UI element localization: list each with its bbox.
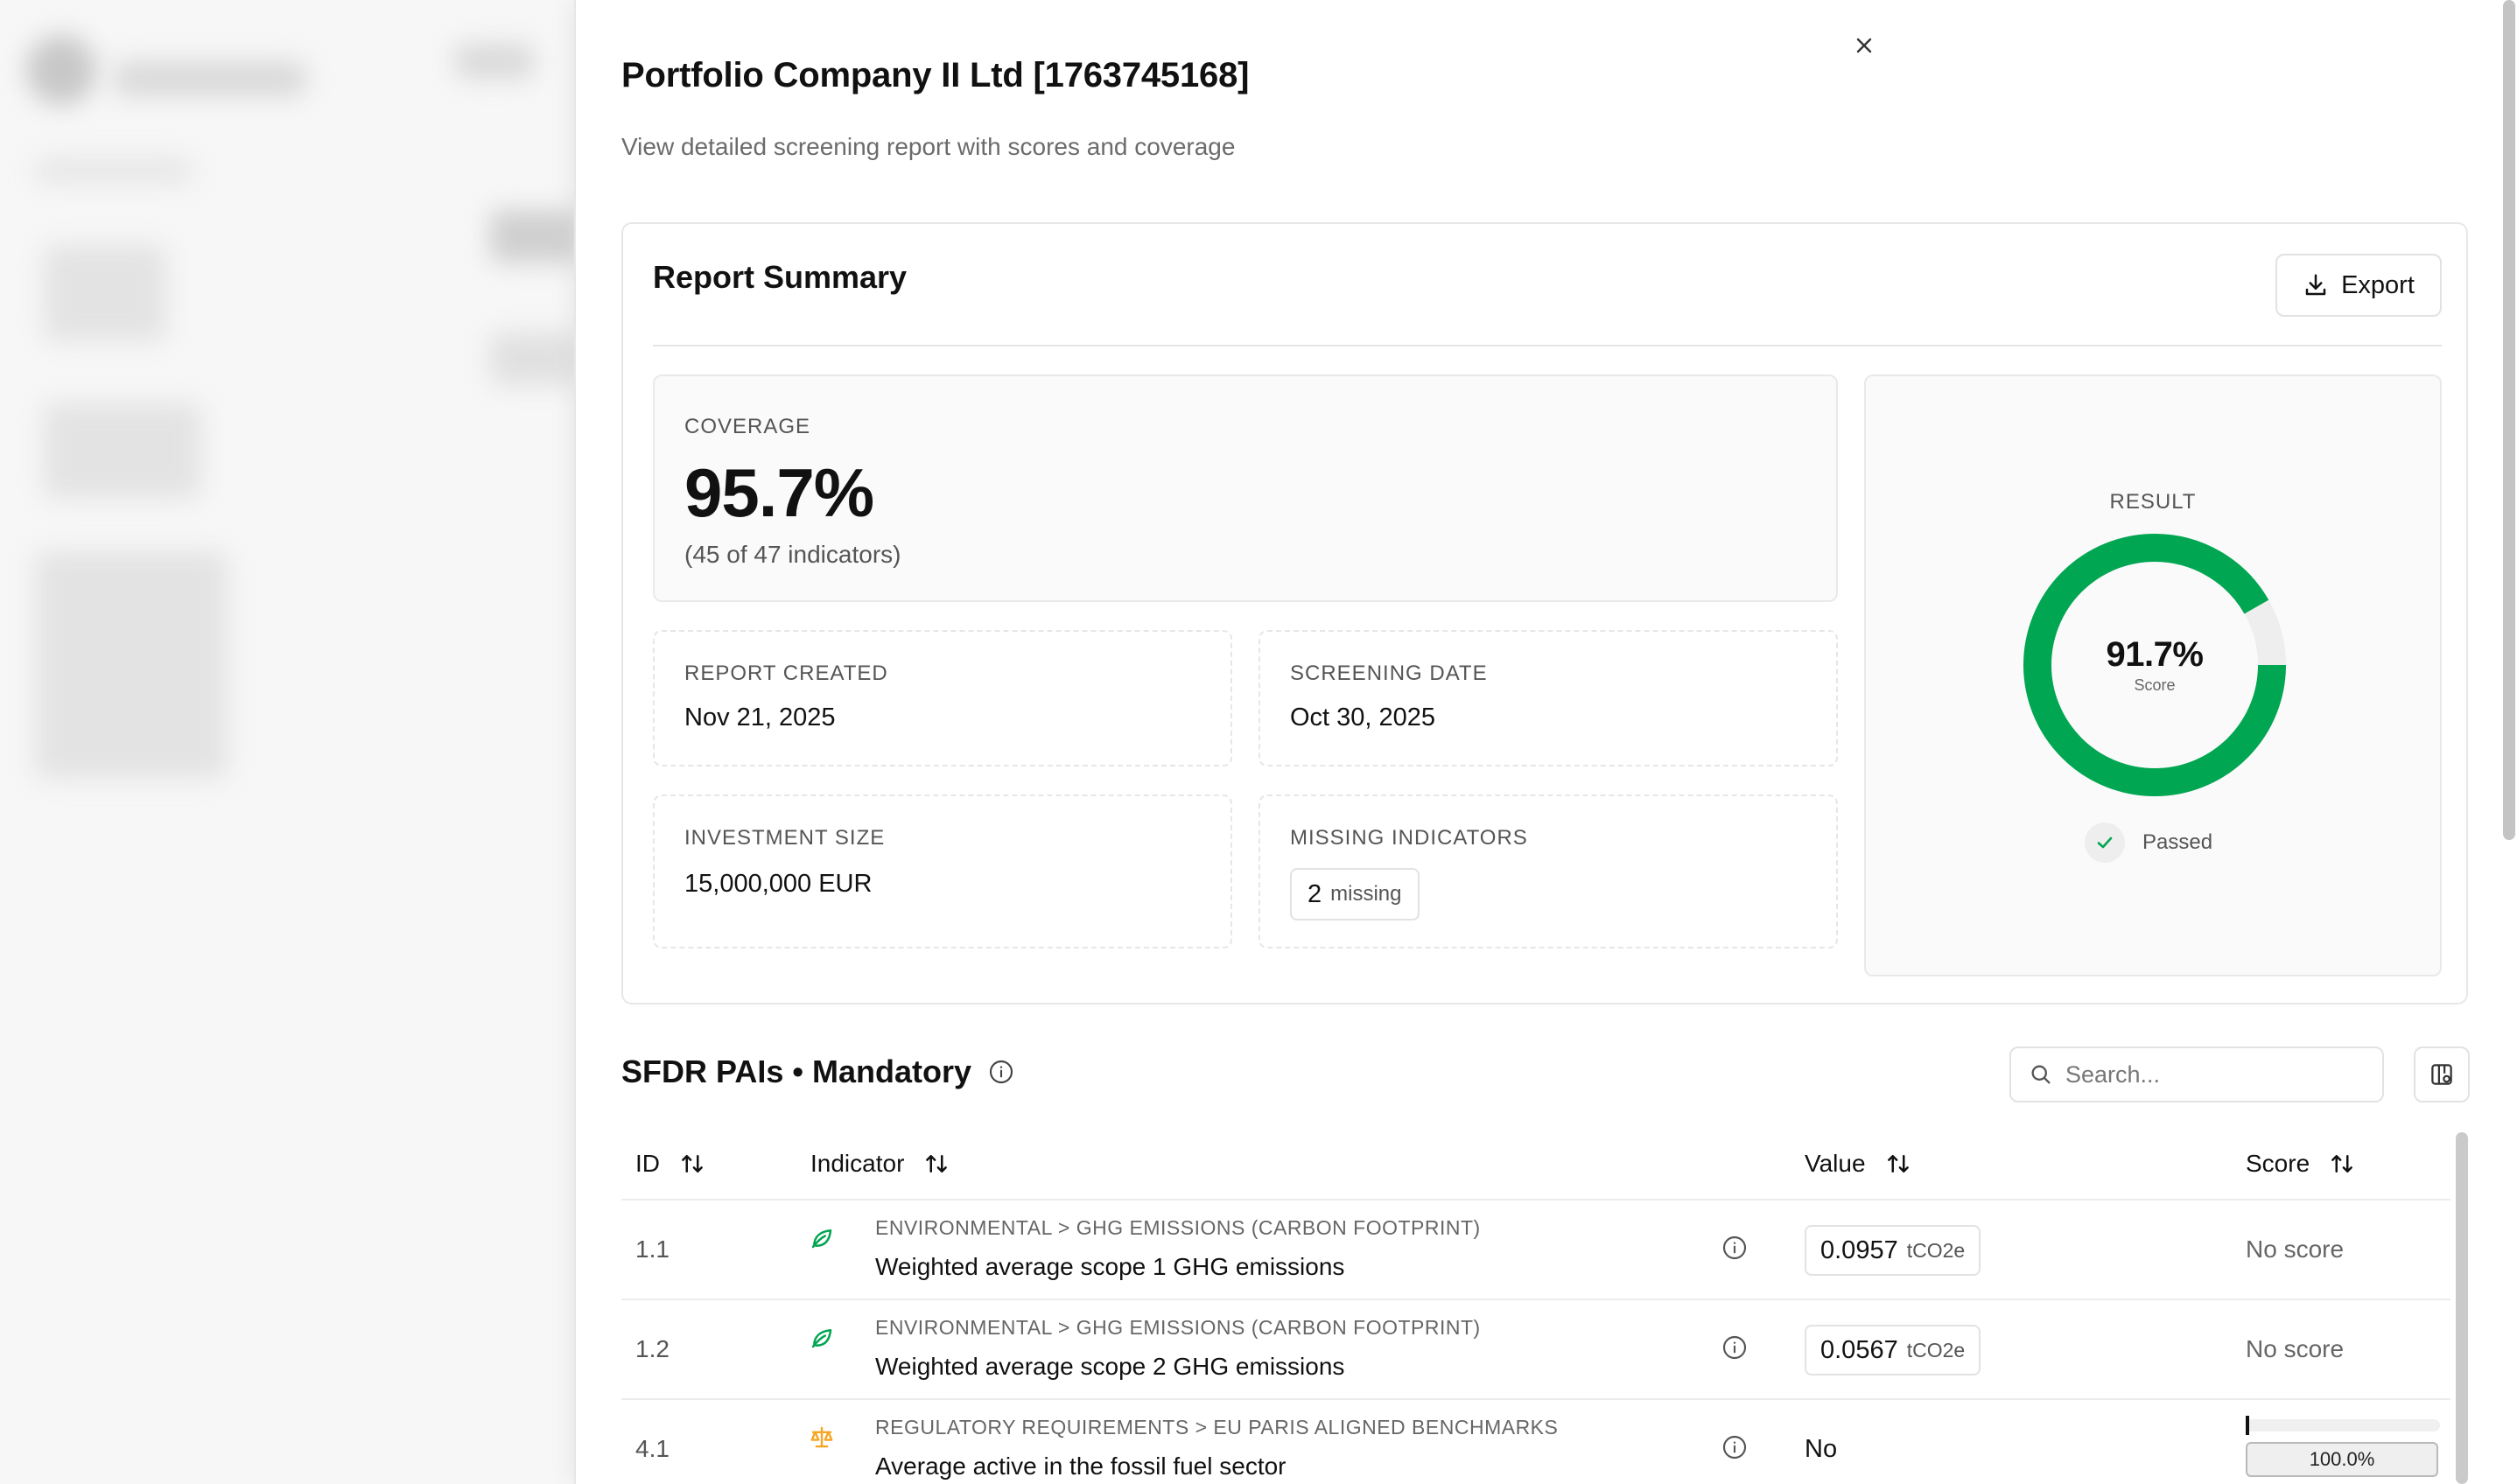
row-id: 1.2 (635, 1335, 670, 1362)
info-icon[interactable] (1721, 1234, 1749, 1266)
coverage-detail: (45 of 47 indicators) (684, 541, 901, 568)
missing-suffix: missing (1330, 882, 1402, 906)
investment-size-card: INVESTMENT SIZE 15,000,000 EUR (653, 794, 1232, 948)
missing-count: 2 (1308, 879, 1322, 908)
row-id: 4.1 (635, 1435, 670, 1462)
scale-icon (809, 1424, 835, 1455)
search-icon (2031, 1065, 2051, 1084)
table-header: ID Indicator Value Score (621, 1134, 2450, 1200)
result-card: RESULT 91.7% Score Passed (1864, 374, 2442, 976)
report-summary-title: Report Summary (653, 259, 908, 295)
score-value-badge: 100.0% (2246, 1442, 2438, 1477)
download-icon (2305, 274, 2326, 296)
donut-arc (2023, 534, 2286, 796)
background-page (0, 0, 578, 1484)
result-label: RESULT (2109, 490, 2197, 514)
screening-date-label: SCREENING DATE (1290, 662, 1488, 685)
result-status-label: Passed (2142, 830, 2213, 854)
score-donut-chart (2023, 534, 2286, 796)
row-score: No score (2246, 1335, 2345, 1362)
summary-divider (653, 345, 2442, 346)
table-scrollbar[interactable] (2456, 1132, 2468, 1484)
value-badge: 0.0567 tCO2e (1805, 1325, 1981, 1376)
row-score: 100.0% (2246, 1416, 2440, 1477)
row-category: ENVIRONMENTAL > GHG EMISSIONS (CARBON FO… (875, 1216, 1481, 1239)
column-header-indicator[interactable]: Indicator (810, 1150, 950, 1178)
row-indicator-name: Weighted average scope 2 GHG emissions (875, 1353, 1345, 1380)
column-header-id[interactable]: ID (635, 1150, 705, 1178)
investment-size-value: 15,000,000 EUR (684, 870, 873, 898)
column-header-indicator-label: Indicator (810, 1150, 905, 1177)
search-box[interactable] (2009, 1046, 2384, 1102)
drawer-scrollbar[interactable] (2503, 0, 2515, 840)
leaf-icon (809, 1325, 835, 1355)
dialog-title: Portfolio Company II Ltd [1763745168] (621, 56, 1250, 94)
value-badge: 0.0957 tCO2e (1805, 1225, 1981, 1276)
coverage-card: COVERAGE 95.7% (45 of 47 indicators) (653, 374, 1838, 602)
value-number: 0.0567 (1820, 1335, 1898, 1364)
screening-date-card: SCREENING DATE Oct 30, 2025 (1258, 630, 1838, 766)
sort-icon (2331, 1155, 2353, 1172)
row-value: 0.0567 tCO2e (1805, 1325, 1981, 1376)
value-unit: tCO2e (1906, 1338, 1966, 1362)
table-row[interactable]: 1.2 ENVIRONMENTAL > GHG EMISSIONS (CARBO… (621, 1300, 2450, 1400)
search-input[interactable] (2065, 1060, 2380, 1088)
row-score: No score (2246, 1236, 2345, 1263)
column-header-score[interactable]: Score (2246, 1150, 2355, 1178)
info-icon[interactable] (1721, 1334, 1749, 1366)
score-progress-track (2246, 1416, 2440, 1435)
missing-indicators-card: MISSING INDICATORS 2 missing (1258, 794, 1838, 948)
result-score: 91.7% (2106, 635, 2204, 674)
leaf-icon (809, 1225, 835, 1256)
result-score-caption: Score (2134, 676, 2176, 694)
result-status: Passed (2085, 822, 2212, 863)
column-header-value[interactable]: Value (1805, 1150, 1911, 1178)
donut-center: 91.7% Score (2022, 532, 2288, 798)
missing-indicators-badge[interactable]: 2 missing (1290, 868, 1420, 920)
score-progress-marker (2246, 1416, 2249, 1435)
row-category: REGULATORY REQUIREMENTS > EU PARIS ALIGN… (875, 1416, 1559, 1438)
sfdr-title-text: SFDR PAIs • Mandatory (621, 1054, 971, 1089)
row-id: 1.1 (635, 1236, 670, 1263)
info-icon[interactable] (987, 1058, 1015, 1086)
report-created-value: Nov 21, 2025 (684, 704, 836, 732)
column-settings-button[interactable] (2414, 1046, 2470, 1102)
row-indicator-name: Weighted average scope 1 GHG emissions (875, 1253, 1345, 1280)
info-icon[interactable] (1721, 1433, 1749, 1466)
close-icon (1856, 38, 1872, 53)
export-label: Export (2341, 270, 2415, 299)
value-unit: tCO2e (1906, 1238, 1966, 1262)
column-header-score-label: Score (2246, 1150, 2310, 1177)
sort-icon (682, 1155, 703, 1172)
sort-icon (926, 1155, 948, 1172)
report-summary-card: Report Summary Export COVERAGE 95.7% (45… (621, 222, 2468, 1004)
row-value: 0.0957 tCO2e (1805, 1225, 1981, 1276)
row-indicator-name: Average active in the fossil fuel sector (875, 1452, 1287, 1480)
row-value: No (1805, 1435, 1838, 1463)
sfdr-table: ID Indicator Value Score 1.1 ENVIRONMENT… (621, 1134, 2450, 1484)
sfdr-section-title: SFDR PAIs • Mandatory (621, 1054, 1015, 1090)
dialog-subtitle: View detailed screening report with scor… (621, 133, 1236, 160)
report-created-label: REPORT CREATED (684, 662, 888, 685)
report-created-card: REPORT CREATED Nov 21, 2025 (653, 630, 1232, 766)
check-icon (2085, 822, 2125, 863)
coverage-label: COVERAGE (684, 415, 811, 438)
row-category: ENVIRONMENTAL > GHG EMISSIONS (CARBON FO… (875, 1316, 1481, 1339)
export-button[interactable]: Export (2275, 254, 2442, 317)
table-row[interactable]: 4.1 REGULATORY REQUIREMENTS > EU PARIS A… (621, 1400, 2450, 1484)
coverage-value: 95.7% (684, 454, 874, 531)
screening-date-value: Oct 30, 2025 (1290, 704, 1436, 732)
column-header-id-label: ID (635, 1150, 660, 1177)
value-number: 0.0957 (1820, 1236, 1898, 1264)
missing-indicators-label: MISSING INDICATORS (1290, 826, 1528, 850)
sort-icon (1887, 1155, 1909, 1172)
columns-settings-icon (2431, 1064, 2452, 1085)
table-row[interactable]: 1.1 ENVIRONMENTAL > GHG EMISSIONS (CARBO… (621, 1200, 2450, 1300)
investment-size-label: INVESTMENT SIZE (684, 826, 886, 850)
column-header-value-label: Value (1805, 1150, 1866, 1177)
close-button[interactable] (1848, 30, 1880, 61)
